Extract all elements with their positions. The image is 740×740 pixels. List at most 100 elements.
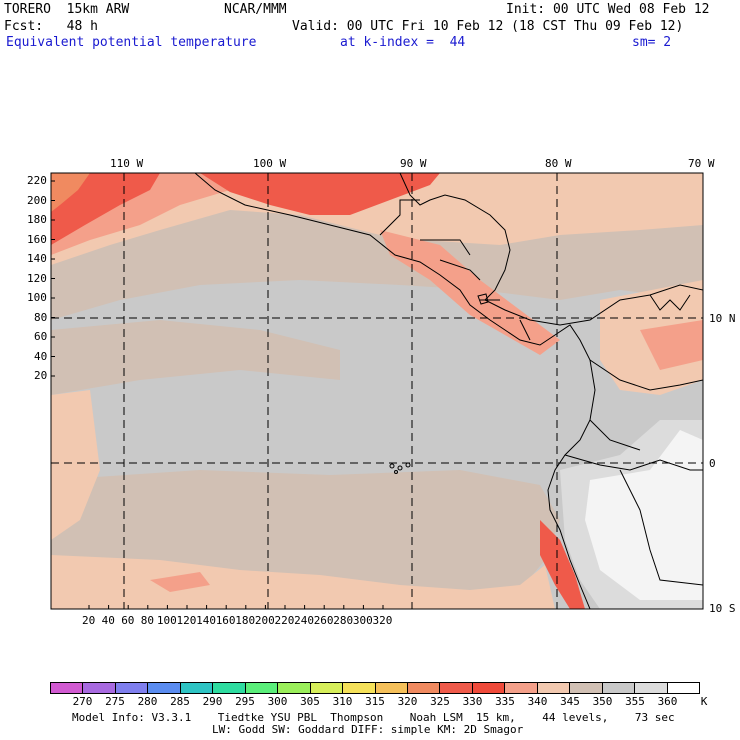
field-salmon-patch: [150, 572, 210, 592]
colorbar-swatch: [537, 683, 571, 693]
colorbar-swatch: [635, 683, 668, 693]
colorbar-swatch: [602, 683, 636, 693]
theta-e-field: [51, 173, 703, 609]
lon-label-110w: 110 W: [110, 157, 144, 170]
colorbar-label: 300: [267, 695, 288, 708]
grid-y-tick-label: 220: [27, 174, 47, 187]
grid-y-tick-label: 120: [27, 271, 47, 285]
colorbar-swatch: [115, 683, 149, 693]
colorbar-label: 355: [625, 695, 645, 708]
grid-x-tick-label: 160: [215, 614, 236, 627]
smoothing-info: sm= 2: [632, 35, 672, 50]
grid-x-tick-label: 60: [121, 614, 135, 627]
tick-marks: [51, 180, 384, 609]
colorbar-label: 360: [657, 695, 678, 708]
colorbar-swatch: [213, 683, 246, 693]
grid-y-tick-label: 60: [34, 330, 48, 343]
colorbar-swatch: [505, 683, 538, 693]
colorbar-label: 330: [462, 695, 483, 708]
field-name: Equivalent potential temperature: [6, 35, 257, 50]
galapagos-island: [389, 463, 395, 469]
colorbar-label: 315: [365, 695, 385, 708]
colorbar-label: 325: [430, 695, 450, 708]
colorbar-swatch: [310, 683, 344, 693]
init-time: Init: 00 UTC Wed 08 Feb 12: [506, 2, 710, 17]
grid-x-tick-label: 80: [140, 614, 155, 627]
lon-label-90w: 90 W: [400, 157, 427, 170]
grid-y-tick-label: 200: [27, 193, 47, 207]
grid-x-tick-label: 260: [313, 614, 334, 627]
grid-x-tick-label: 40: [101, 614, 115, 627]
colorbar-swatch: [51, 683, 84, 693]
grid-x-tick-label: 180: [235, 614, 256, 627]
colorbar-label: 305: [300, 695, 320, 708]
lon-label-80w: 80 W: [545, 157, 572, 170]
colorbar-label: 345: [560, 695, 580, 708]
coastlines: [194, 173, 703, 609]
forecast-hour: Fcst: 48 h: [4, 19, 98, 34]
grid-x-tick-label: 20: [82, 614, 96, 627]
colorbar-swatch: [407, 683, 441, 693]
center-name: NCAR/MMM: [224, 2, 287, 17]
lat-label-0: 0: [709, 457, 716, 470]
map-frame: [50, 172, 704, 610]
galapagos-island: [397, 465, 403, 471]
grid-x-tick-label: 200: [254, 614, 275, 627]
colorbar-swatch: [278, 683, 311, 693]
model-name: TORERO 15km ARW: [4, 2, 130, 17]
colorbar-label: 270: [72, 695, 93, 708]
caribbean-coastline: [399, 173, 703, 326]
field-white-interior: [585, 430, 703, 600]
colorbar-swatch: [570, 683, 603, 693]
south-america-borders: [564, 359, 703, 586]
grid-x-tick-label: 300: [352, 614, 373, 627]
physics-info-line: LW: Godd SW: Goddard DIFF: simple KM: 2D…: [212, 723, 524, 736]
field-tan-mid: [51, 320, 340, 395]
field-peach-south: [51, 555, 555, 609]
colorbar-swatch: [343, 683, 376, 693]
colorbar-swatch: [245, 683, 279, 693]
grid-y-tick-label: 160: [27, 232, 47, 246]
field-red-nw: [51, 173, 160, 245]
grid-x-tick-label: 140: [196, 614, 216, 627]
country-borders: [379, 199, 531, 341]
colorbar: [50, 682, 700, 694]
pacific-coastline: [194, 173, 596, 609]
level-info: at k-index = 44: [340, 35, 466, 50]
field-salmon-colombia: [640, 320, 703, 370]
model-info-line: Model Info: V3.3.1 Tiedtke YSU PBL Thomp…: [72, 711, 675, 724]
colorbar-label: 340: [527, 695, 548, 708]
grid-x-tick-label: 120: [176, 614, 197, 627]
grid-x-tick-label: 240: [294, 614, 314, 627]
colorbar-label: 280: [137, 695, 158, 708]
colorbar-swatch: [667, 683, 700, 693]
grid-y-tick-label: 40: [34, 349, 48, 363]
colorbar-label: 285: [170, 695, 190, 708]
grid-y-tick-label: 100: [27, 291, 47, 304]
colorbar-swatch: [472, 683, 506, 693]
field-red-coast: [200, 173, 440, 215]
grid-x-tick-label: 320: [372, 614, 393, 627]
colorbar-label: 350: [592, 695, 613, 708]
galapagos-island: [394, 470, 398, 474]
colorbar-swatch: [83, 683, 116, 693]
lon-label-70w: 70 W: [688, 157, 715, 170]
grid-y-tick-label: 140: [27, 252, 47, 265]
colorbar-label: 290: [202, 695, 223, 708]
field-red-peru: [540, 520, 585, 609]
colorbar-label: 320: [397, 695, 418, 708]
colorbar-swatch: [375, 683, 408, 693]
lat-label-10n: 10 N: [709, 312, 736, 325]
venezuela-coast: [649, 294, 691, 311]
field-orange-corner: [51, 173, 90, 212]
grid-x-tick-label: 220: [274, 614, 295, 627]
grid-y-tick-label: 20: [34, 369, 48, 382]
lake-nicaragua: [477, 293, 489, 305]
lon-label-100w: 100 W: [253, 157, 287, 170]
field-salmon-central-america: [380, 230, 560, 355]
field-peach-sw: [51, 390, 100, 540]
grid-y-tick-label: 180: [27, 213, 47, 226]
colorbar-swatch: [440, 683, 473, 693]
field-peach-north: [51, 173, 703, 265]
